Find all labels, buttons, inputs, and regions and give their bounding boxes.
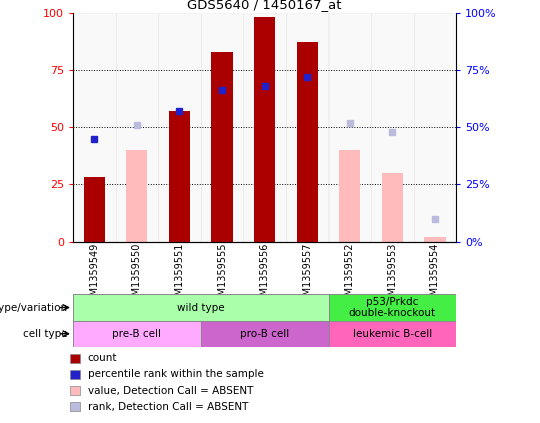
Bar [70, 386, 80, 395]
Text: rank, Detection Call = ABSENT: rank, Detection Call = ABSENT [87, 401, 248, 412]
Bar [296, 42, 318, 242]
Bar [328, 294, 456, 321]
Bar [254, 17, 275, 242]
Bar [70, 370, 80, 379]
Text: value, Detection Call = ABSENT: value, Detection Call = ABSENT [87, 385, 253, 396]
Title: GDS5640 / 1450167_at: GDS5640 / 1450167_at [187, 0, 342, 11]
Bar [328, 13, 371, 242]
Bar [84, 178, 105, 242]
Bar [382, 173, 403, 242]
Bar [126, 150, 147, 242]
Bar [73, 321, 201, 347]
Bar [201, 321, 328, 347]
Text: wild type: wild type [177, 302, 225, 313]
Bar [328, 321, 456, 347]
Bar [70, 402, 80, 411]
Bar [371, 13, 414, 242]
Bar [158, 13, 201, 242]
Text: leukemic B-cell: leukemic B-cell [353, 329, 432, 339]
Bar [244, 13, 286, 242]
Bar [211, 52, 233, 242]
Text: count: count [87, 353, 117, 363]
Text: p53/Prkdc
double-knockout: p53/Prkdc double-knockout [349, 297, 436, 319]
Bar [116, 13, 158, 242]
Bar [168, 111, 190, 242]
Bar [73, 13, 116, 242]
Bar [73, 294, 328, 321]
Bar [424, 237, 445, 242]
Bar [286, 13, 328, 242]
Bar [201, 13, 244, 242]
Bar [70, 354, 80, 363]
Text: percentile rank within the sample: percentile rank within the sample [87, 369, 264, 379]
Text: pre-B cell: pre-B cell [112, 329, 161, 339]
Text: pro-B cell: pro-B cell [240, 329, 289, 339]
Bar [414, 13, 456, 242]
Text: cell type: cell type [23, 329, 68, 339]
Text: genotype/variation: genotype/variation [0, 302, 68, 313]
Bar [339, 150, 361, 242]
